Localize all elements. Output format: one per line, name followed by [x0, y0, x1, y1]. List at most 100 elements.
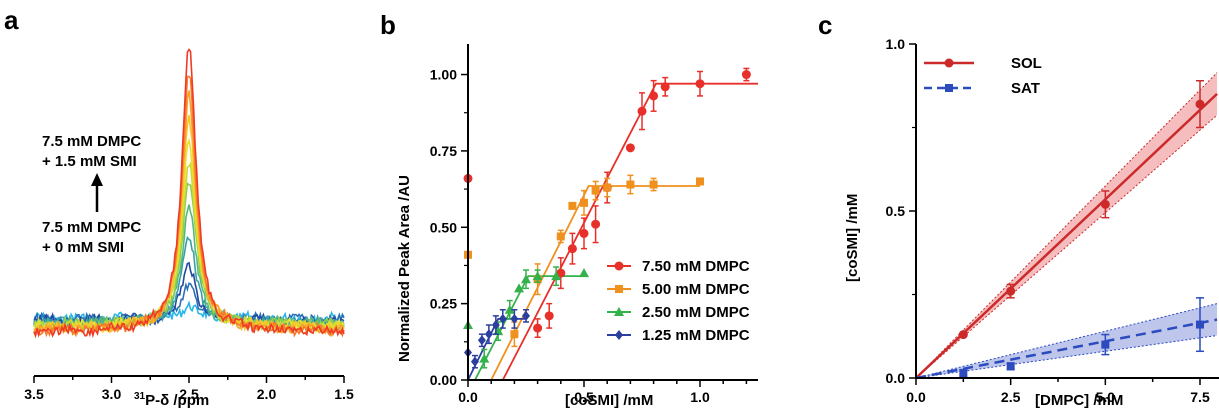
- data-point: [477, 335, 486, 346]
- data-point: [959, 368, 968, 377]
- data-point: [637, 106, 647, 116]
- band-edge: [915, 114, 1218, 379]
- fit-line: [915, 318, 1218, 380]
- data-point: [510, 330, 519, 339]
- x-tick-label: 1.0: [690, 389, 710, 405]
- data-point: [1101, 340, 1110, 349]
- data-point: [591, 186, 600, 195]
- data-point: [556, 232, 565, 241]
- data-point: [579, 228, 589, 238]
- data-point: [504, 304, 515, 314]
- x-tick-label: 2.5: [1001, 389, 1021, 405]
- y-axis-label: Normalized Peak Area /AU: [396, 175, 413, 362]
- x-tick-label: 3.0: [102, 386, 122, 402]
- annotation-initial-line1: 7.5 mM DMPC: [42, 219, 141, 236]
- legend-marker: [615, 330, 623, 340]
- panel-c-linear-fit: 0.0 0.5 1.0 0.0 2.5 5.0 7.5 [coSMI] /mM [DMPC]…: [844, 36, 1219, 409]
- y-tick-label: 0.25: [430, 296, 457, 312]
- panel-letter-b: b: [380, 10, 396, 40]
- spectrum-line: [33, 115, 345, 335]
- data-point: [603, 183, 612, 192]
- data-point: [626, 180, 635, 189]
- legend-marker: [614, 307, 624, 316]
- data-points: [463, 67, 751, 369]
- data-point: [649, 91, 659, 101]
- data-point: [591, 219, 601, 229]
- annotation-final-line1: 7.5 mM DMPC: [42, 133, 141, 150]
- data-point: [484, 329, 493, 340]
- legend-label: 1.25 mM DMPC: [642, 327, 750, 344]
- x-axis-label-superscript: 31: [134, 391, 146, 402]
- band-edge: [915, 72, 1218, 379]
- x-tick-label: 2.0: [257, 386, 277, 402]
- data-point: [533, 323, 543, 333]
- data-point: [741, 70, 751, 80]
- data-point: [1006, 362, 1015, 371]
- data-point: [568, 201, 577, 210]
- spectra-curves: [33, 48, 345, 339]
- legend-marker: [945, 84, 953, 92]
- data-point: [491, 320, 500, 331]
- panel-a-spectra: 3.5 3.0 2.5 2.0 1.5 7.5 mM DMPC + 1.5 mM SMI…: [24, 48, 354, 409]
- x-tick-label: 5.0: [1096, 389, 1116, 405]
- annotation-initial-line2: + 0 mM SMI: [42, 239, 124, 256]
- x-tick-label: 0.5: [574, 389, 594, 405]
- panel-b-binding-plot: 0.00 0.25 0.50 0.75 1.00 0.0 0.5 1.0 Normalized…: [396, 44, 758, 409]
- x-tick-label: 3.5: [24, 386, 44, 402]
- spectrum-line: [33, 75, 345, 339]
- spectrum-line: [33, 90, 345, 338]
- data-point: [567, 244, 577, 254]
- y-tick-label: 1.0: [886, 36, 906, 52]
- legend-marker: [614, 261, 624, 271]
- axis-ticks: 0.0 0.5 1.0 0.0 2.5 5.0 7.5: [886, 36, 1210, 405]
- arrow-head: [91, 173, 103, 186]
- data-point: [551, 271, 562, 281]
- data-point: [579, 268, 589, 278]
- x-axis-label: 31P-δ /ppm: [134, 391, 209, 409]
- fit-line: [474, 275, 584, 381]
- x-tick-label: 2.5: [179, 386, 199, 402]
- y-tick-label: 0.5: [886, 203, 906, 219]
- data-point: [695, 79, 705, 89]
- legend-marker: [615, 285, 623, 293]
- x-tick-label: 7.5: [1190, 389, 1210, 405]
- x-tick-label: 0.0: [906, 389, 926, 405]
- legend-marker: [944, 58, 954, 68]
- data-point: [532, 271, 543, 281]
- x-ticks: 3.5 3.0 2.5 2.0 1.5: [24, 376, 354, 402]
- y-tick-label: 0.50: [430, 219, 457, 235]
- data-point: [1196, 320, 1204, 329]
- data-point: [479, 353, 490, 363]
- data-point: [1100, 199, 1110, 209]
- data-point: [470, 356, 479, 367]
- data-point: [544, 311, 554, 321]
- data-point: [660, 82, 670, 92]
- confidence-bands: [915, 72, 1218, 379]
- axis-ticks: 0.00 0.25 0.50 0.75 1.00 0.0 0.5 1.0: [430, 67, 748, 405]
- data-point: [521, 274, 531, 284]
- data-point: [580, 198, 588, 207]
- data-point: [556, 268, 566, 278]
- y-tick-label: 0.0: [886, 370, 906, 386]
- panel-letter-c: c: [818, 10, 832, 40]
- legend-label: 2.50 mM DMPC: [642, 304, 750, 321]
- data-point: [522, 310, 530, 321]
- data-point: [498, 313, 507, 324]
- spectrum-line: [33, 48, 345, 339]
- fit-lines: [915, 92, 1218, 380]
- legend: SOL SAT: [924, 55, 1042, 97]
- x-tick-label: 1.5: [334, 386, 354, 402]
- annotation-final-line2: + 1.5 mM SMI: [42, 153, 137, 170]
- data-point: [958, 330, 968, 340]
- legend-label: SOL: [1011, 55, 1042, 72]
- data-point: [1006, 286, 1016, 296]
- y-tick-label: 0.75: [430, 143, 457, 159]
- y-tick-label: 1.00: [430, 67, 457, 83]
- confidence-band: [916, 303, 1218, 378]
- data-point: [510, 313, 519, 324]
- legend: 7.50 mM DMPC 5.00 mM DMPC 2.50 mM DMPC 1.25…: [607, 258, 750, 344]
- y-axis-label: [coSMI] /mM: [844, 194, 861, 282]
- x-axis-label-main: P-δ /ppm: [145, 392, 209, 409]
- data-point: [514, 283, 525, 293]
- data-points: [958, 79, 1205, 378]
